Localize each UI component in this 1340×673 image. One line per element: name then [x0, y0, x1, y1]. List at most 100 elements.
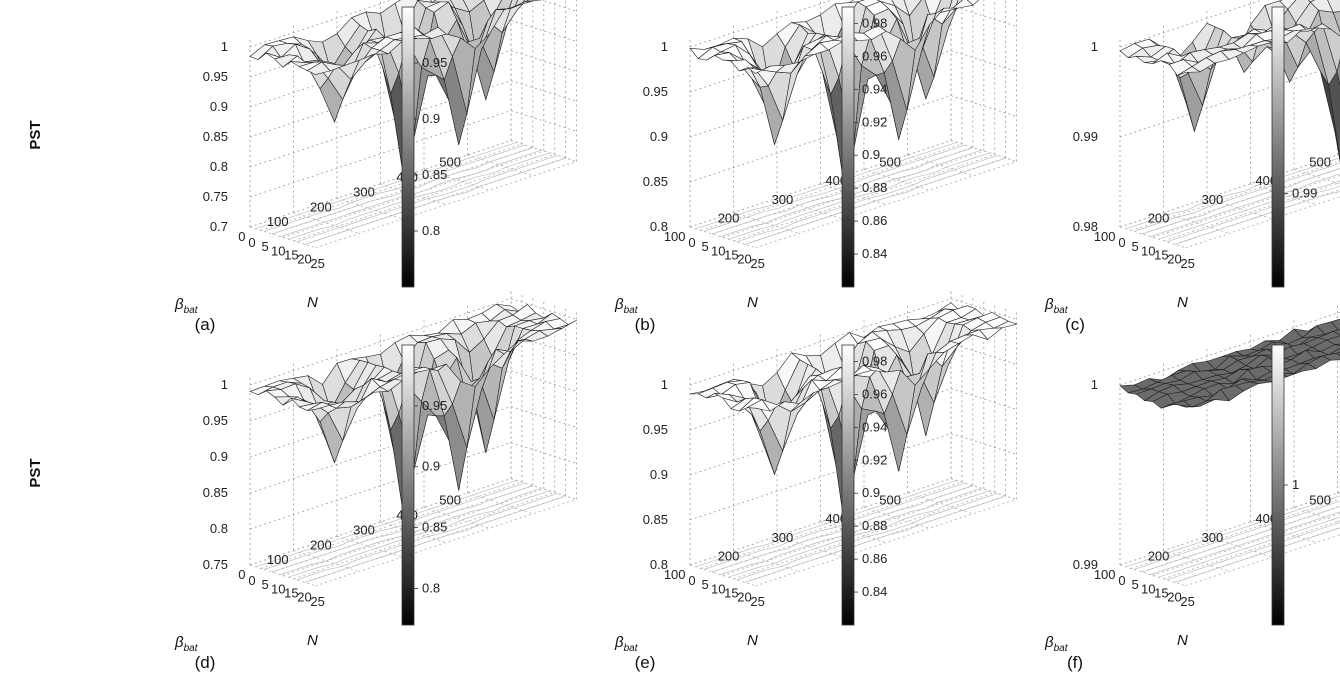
contour-line: [1125, 157, 1340, 230]
z-tick-label: 0.85: [203, 129, 228, 144]
surface-patch: [1177, 404, 1201, 408]
z-tick-label: 0.98: [1073, 219, 1098, 234]
panel-caption: (b): [635, 315, 656, 334]
contour-line: [304, 495, 567, 583]
wall-grid-line: [689, 95, 1017, 183]
z-tick-label: 0.8: [210, 521, 228, 536]
contour-line: [1125, 495, 1340, 568]
z-tick-label: 0.85: [643, 512, 668, 527]
z-tick-label: 0.9: [650, 467, 668, 482]
beta-tick-label: 300: [772, 192, 794, 207]
colorbar-tick-label: 0.98: [862, 15, 887, 30]
floor-grid-line: [776, 535, 843, 558]
beta-axis-label: βbat: [1044, 296, 1069, 316]
z-tick-label: 0.7: [210, 219, 228, 234]
contour-line: [296, 155, 558, 243]
n-tick-label: 5: [1132, 577, 1139, 592]
n-tick-label: 25: [750, 594, 764, 609]
n-tick-label: 20: [297, 590, 311, 605]
pst-axis-label: PST: [27, 458, 44, 487]
colorbar-tick-label: 0.94: [862, 419, 887, 434]
z-tick-label: 0.8: [650, 557, 668, 572]
surface-patch: [747, 65, 771, 74]
wall-grid-line: [249, 80, 577, 168]
contour-line: [1174, 527, 1340, 583]
colorbar-tick-label: 0.94: [862, 81, 887, 96]
colorbar-tick-label: 0.9: [862, 147, 880, 162]
n-tick-label: 0: [248, 235, 255, 250]
floor-grid-line: [700, 481, 963, 569]
contour-line: [703, 482, 966, 570]
colorbar-tick-label: 0.88: [862, 180, 887, 195]
n-tick-label: 25: [310, 594, 324, 609]
n-axis-label: N: [747, 632, 758, 649]
n-tick-label: 25: [1180, 256, 1194, 271]
colorbar: [1271, 344, 1285, 626]
beta-axis-subscript: bat: [184, 643, 199, 654]
floor-grid-line: [755, 161, 1017, 249]
z-tick-label: 0.8: [210, 159, 228, 174]
n-tick-label: 0: [248, 573, 255, 588]
contour-line: [1166, 522, 1340, 581]
floor-grid-line: [380, 521, 447, 543]
floor-grid-line: [293, 492, 555, 580]
floor-grid-line: [1163, 520, 1340, 580]
wall-grid-line: [689, 433, 1017, 521]
z-tick-label: 0.75: [203, 557, 228, 572]
contour-line: [1158, 516, 1340, 578]
contour-line: [288, 152, 550, 240]
floor-grid-line: [755, 499, 1017, 587]
floor-grid-line: [1206, 535, 1273, 558]
floor-grid-line: [293, 154, 555, 242]
floor-grid-line: [510, 478, 577, 500]
n-tick-label: 15: [284, 585, 298, 600]
beta-tick-label: 100: [1094, 567, 1116, 582]
floor-grid-line: [820, 183, 887, 205]
beta-tick-label: 0: [238, 229, 245, 244]
surface-patch: [1177, 66, 1202, 76]
floor-grid-line: [863, 169, 930, 191]
contour-line: [304, 157, 567, 245]
surface-patch: [1336, 58, 1340, 86]
z-tick-label: 0.95: [203, 413, 228, 428]
z-tick-label: 0.99: [1073, 129, 1098, 144]
n-tick-label: 0: [1118, 235, 1125, 250]
beta-tick-label: 500: [879, 155, 901, 170]
floor-grid-line: [1293, 169, 1340, 185]
contour-line: [296, 493, 558, 581]
beta-tick-label: 100: [267, 552, 289, 567]
colorbar: [401, 344, 415, 626]
beta-tick-label: 500: [879, 493, 901, 508]
pst-axis-label: PST: [27, 120, 44, 149]
colorbar-tick-label: 0.95: [422, 398, 447, 413]
beta-tick-label: 100: [664, 567, 686, 582]
n-tick-label: 25: [310, 256, 324, 271]
colorbar-tick-label: 0.85: [422, 520, 447, 535]
floor-grid-line: [1250, 521, 1317, 543]
n-tick-label: 10: [271, 243, 285, 258]
contour-line: [695, 142, 957, 230]
floor-grid-line: [1130, 498, 1340, 569]
beta-tick-label: 300: [772, 530, 794, 545]
z-tick-label: 0.8: [650, 219, 668, 234]
n-axis-label: N: [1177, 632, 1188, 649]
panel-caption: (a): [195, 315, 216, 334]
floor-grid-line: [510, 140, 577, 162]
n-tick-label: 5: [1132, 239, 1139, 254]
n-tick-label: 20: [297, 252, 311, 267]
n-tick-label: 0: [688, 573, 695, 588]
beta-tick-label: 300: [353, 522, 375, 537]
n-axis-label: N: [307, 294, 318, 311]
contour-line: [736, 493, 998, 581]
contour-line: [1133, 500, 1340, 570]
z-tick-label: 0.9: [650, 129, 668, 144]
floor-grid-line: [820, 521, 887, 543]
panel-caption: (d): [195, 653, 216, 672]
n-tick-label: 20: [1167, 590, 1181, 605]
wall-grid-line: [1119, 0, 1264, 48]
floor-grid-line: [423, 169, 490, 191]
beta-tick-label: 100: [664, 229, 686, 244]
colorbar-tick-label: 0.92: [862, 452, 887, 467]
